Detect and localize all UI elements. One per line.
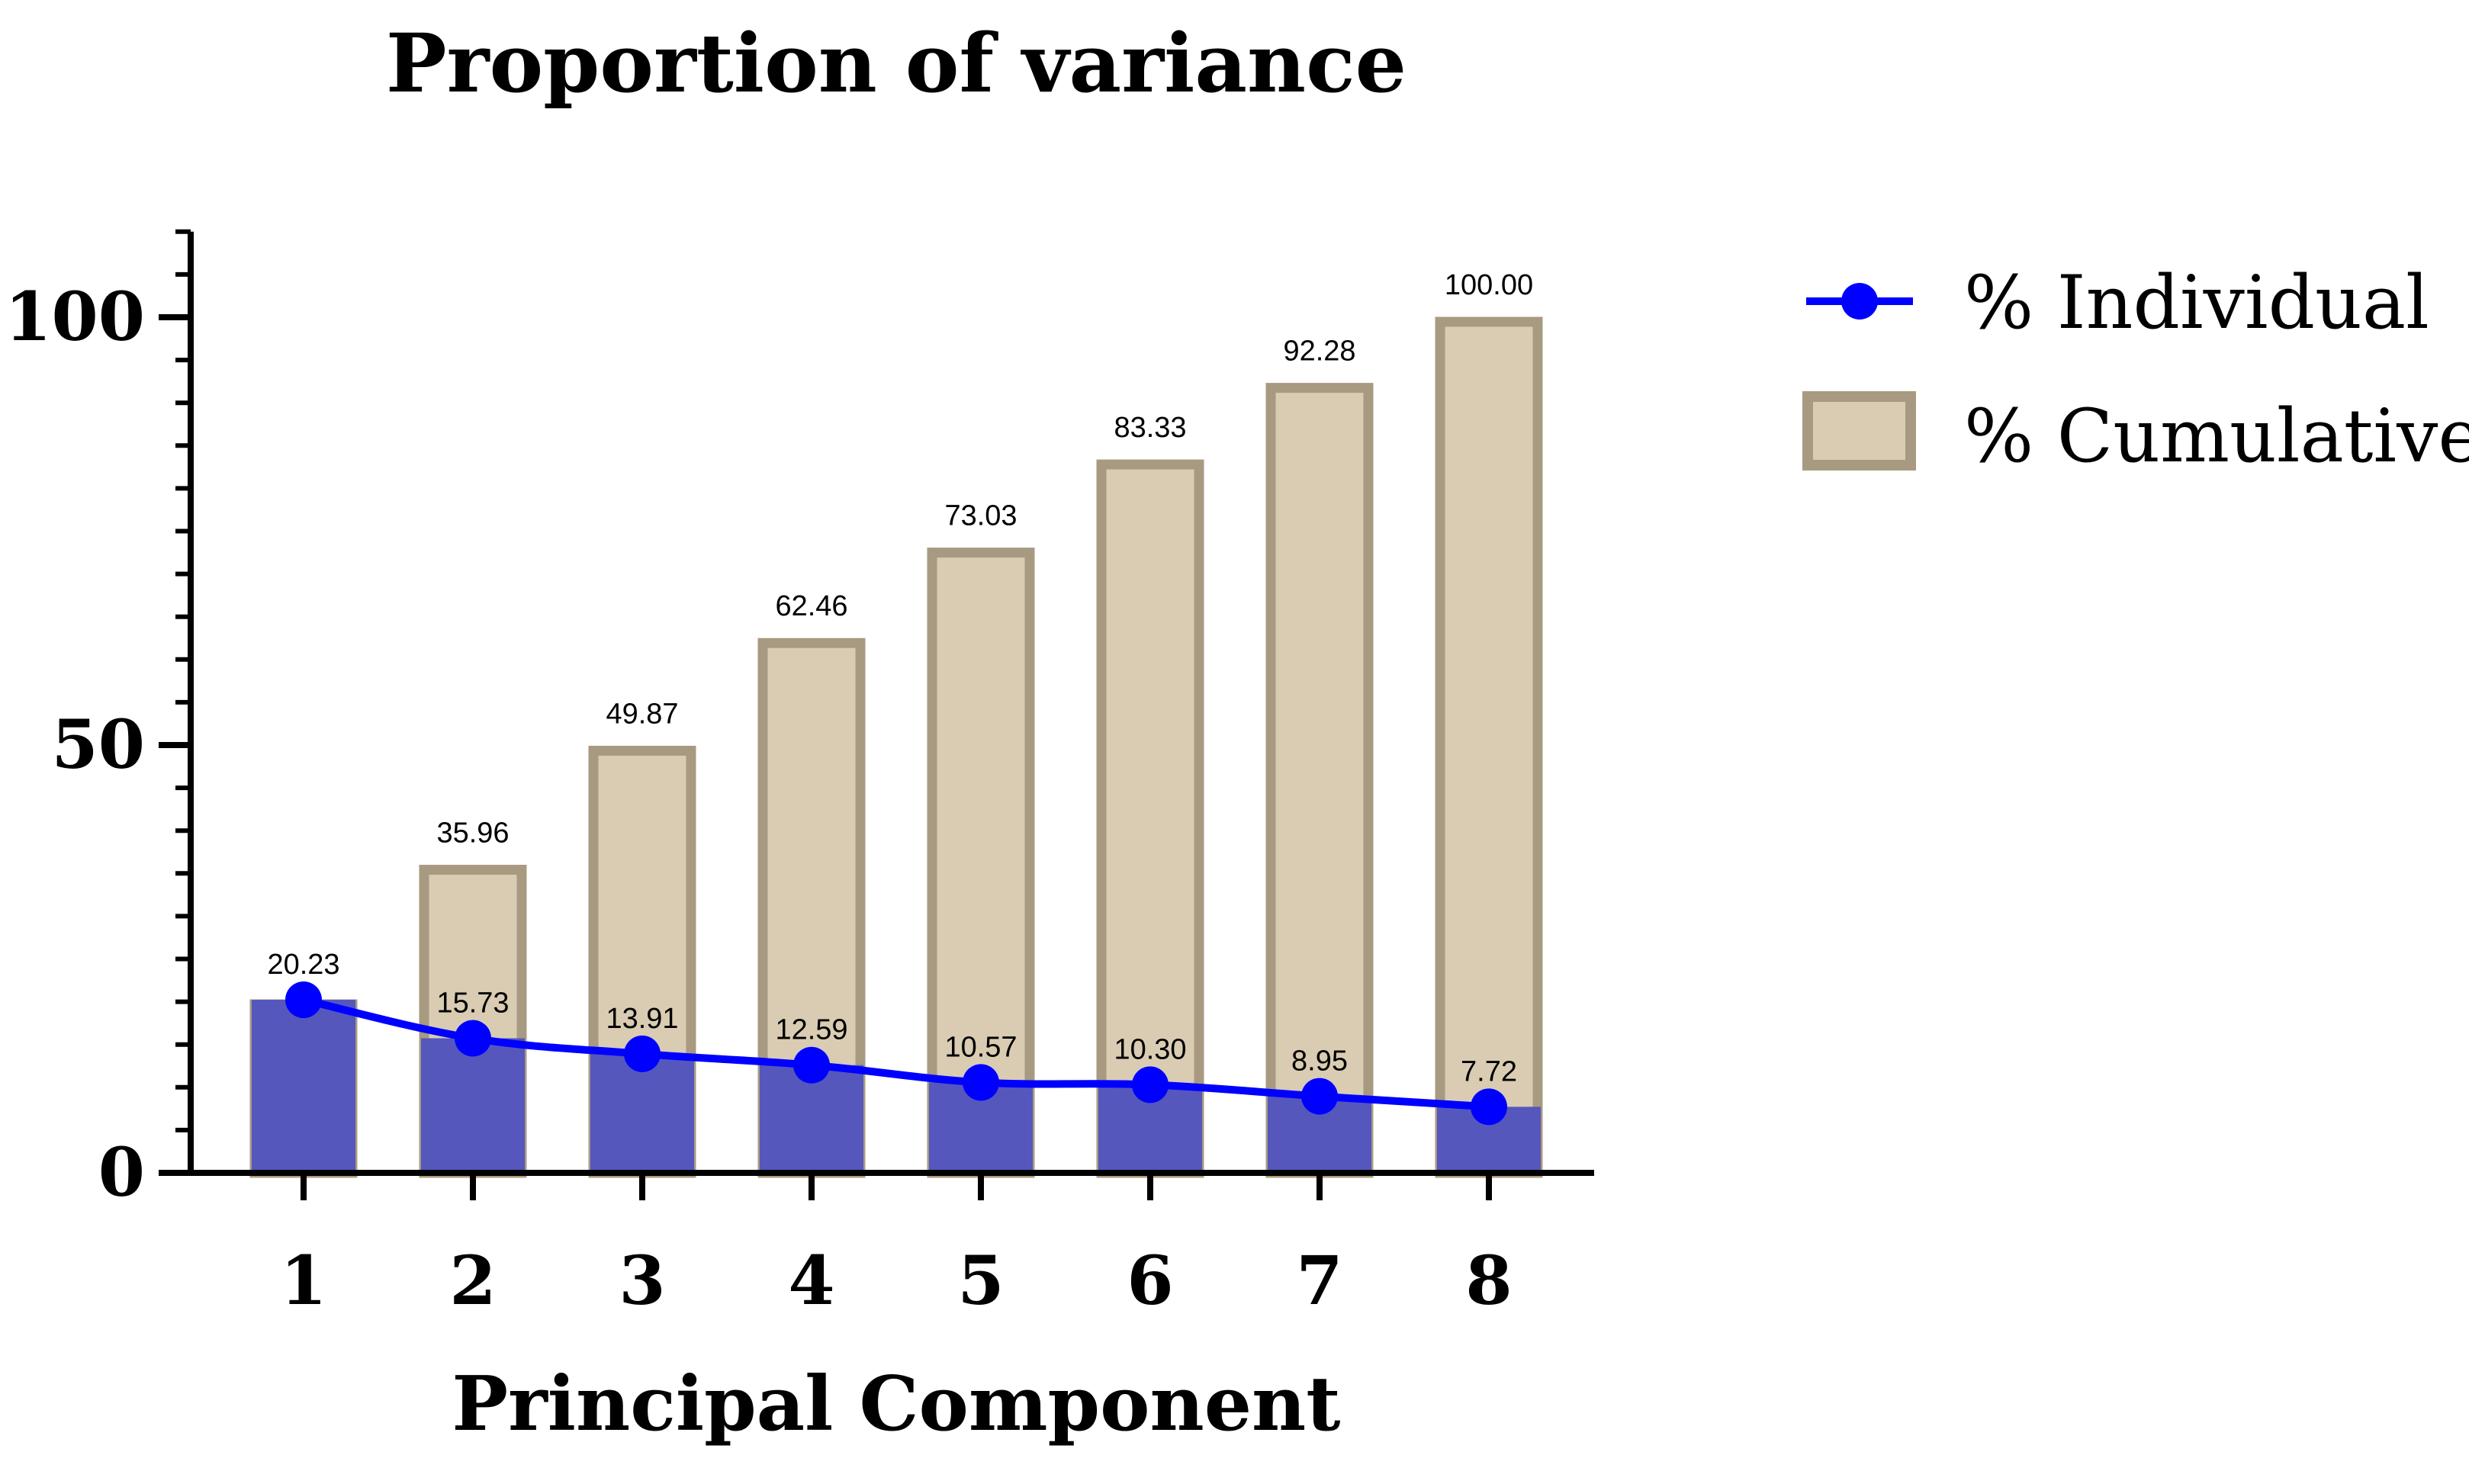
individual-point [624,1035,661,1072]
cumulative-value-label: 49.87 [606,698,678,730]
individual-value-label: 7.72 [1461,1055,1517,1087]
y-tick-label: 100 [5,277,145,356]
y-major-ticks [159,314,191,1176]
individual-value-label: 12.59 [775,1014,847,1046]
individual-value-label: 13.91 [606,1003,678,1035]
cumulative-value-label: 35.96 [436,817,509,850]
individual-value-label: 20.23 [267,949,339,981]
individual-value-labels: 20.23 15.73 13.91 12.59 10.57 10.30 8.95 7.72 [267,949,1517,1087]
legend-item-cumulative: % Cumulative [1802,391,2469,479]
cumulative-value-label: 73.03 [944,500,1017,532]
cumulative-bar [1096,459,1204,1178]
cumulative-bar [1435,316,1543,1178]
individual-bar [590,1053,694,1173]
chart-title: Proportion of variance [386,15,1406,111]
individual-point [1471,1088,1507,1126]
x-tick-label: 5 [957,1241,1004,1320]
individual-point [1301,1078,1338,1115]
legend: % Individual % Cumulative [1802,260,2469,479]
legend-swatch-cumulative [1802,391,1916,471]
individual-point [1132,1066,1169,1103]
individual-point [285,981,322,1019]
individual-points [285,981,1507,1126]
x-tick-label: 2 [449,1241,496,1320]
cumulative-value-label: 92.28 [1283,336,1355,368]
legend-label-cumulative: % Cumulative [1964,393,2469,479]
x-tick-labels: 1 2 3 4 5 6 7 8 [280,1241,1512,1320]
legend-dot-marker [1841,283,1878,320]
y-tick-labels: 0 50 100 [5,277,145,1212]
individual-value-label: 10.30 [1114,1033,1186,1065]
individual-value-label: 10.57 [944,1031,1017,1063]
cumulative-value-label: 62.46 [775,590,847,622]
individual-point [793,1046,830,1084]
y-tick-label: 0 [98,1132,145,1212]
x-tick-label: 1 [280,1241,326,1320]
legend-item-individual: % Individual [1806,260,2429,345]
legend-label-individual: % Individual [1964,260,2429,345]
axes: 0 50 100 1 2 3 4 5 6 7 8 [5,229,1594,1320]
cumulative-value-label: 100.00 [1445,269,1533,301]
x-tick-label: 3 [619,1241,665,1320]
x-ticks [301,1173,1492,1200]
individual-bar [421,1038,525,1173]
y-tick-label: 50 [52,705,145,784]
cumulative-value-label: 83.33 [1114,412,1186,444]
individual-point [963,1064,999,1101]
x-tick-label: 4 [788,1241,834,1320]
y-minor-ticks [175,229,191,1132]
x-tick-label: 7 [1296,1241,1342,1320]
x-tick-label: 6 [1127,1241,1173,1320]
individual-bar [252,1000,355,1173]
x-tick-label: 8 [1465,1241,1512,1320]
x-axis-title: Principal Component [452,1360,1340,1448]
cumulative-value-labels: 35.96 49.87 62.46 73.03 83.33 92.28 100.00 [436,269,1533,850]
individual-value-label: 15.73 [436,988,509,1020]
individual-point [455,1020,491,1057]
individual-value-label: 8.95 [1291,1046,1348,1078]
